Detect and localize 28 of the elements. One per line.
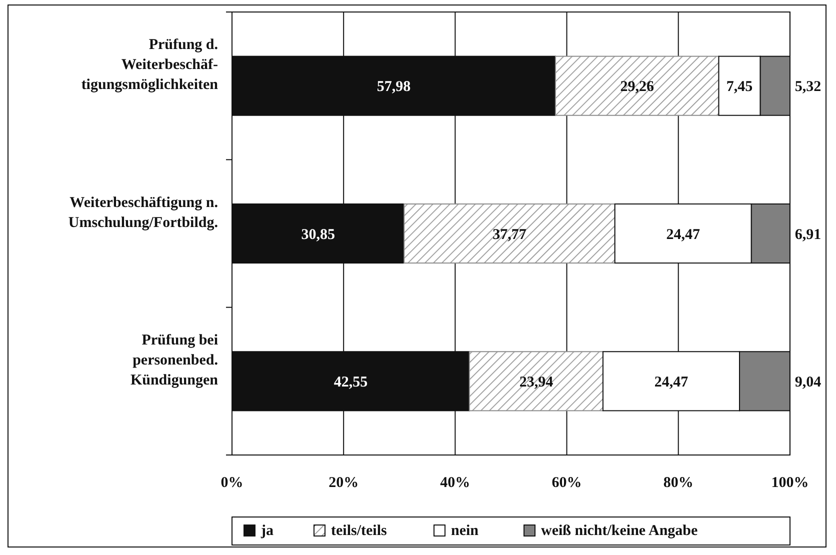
data-label: 5,32 (794, 79, 822, 96)
data-label: 23,94 (519, 374, 554, 390)
legend-label: ja (260, 523, 274, 539)
x-tick-label: 40% (440, 475, 470, 491)
data-label: 6,91 (794, 226, 822, 243)
bar (468, 351, 604, 412)
bar (554, 56, 720, 116)
x-tick-label: 0% (220, 475, 244, 491)
legend-label: teils/teils (331, 523, 387, 539)
data-label: 57,98 (376, 79, 411, 96)
data-label: 29,26 (620, 79, 654, 96)
data-label: 30,85 (301, 226, 335, 243)
y-tick-label: Weiterbeschäftigung n. Umschulung/Fortbildg. (68, 194, 218, 231)
x-tick-label: 80% (663, 475, 694, 491)
y-tick-label: Prüfung bei personenbed. Kündigungen (130, 332, 219, 388)
x-tick-label: 60% (552, 475, 582, 491)
data-label: 9,04 (794, 374, 822, 390)
data-label: 42,55 (334, 374, 368, 390)
x-tick-label: 100% (771, 475, 809, 491)
data-label: 7,45 (726, 79, 753, 96)
legend-label: weiß nicht/keine Angabe (541, 523, 698, 539)
x-tick-label: 20% (328, 475, 359, 491)
legend-label: nein (451, 523, 480, 539)
data-label: 24,47 (654, 374, 689, 390)
y-tick-label: Prüfung d. Weiterbeschäf- tigungsmöglichkeiten (81, 37, 219, 94)
data-label: 24,47 (666, 226, 700, 243)
data-label: 37,77 (492, 226, 527, 243)
bar (404, 203, 616, 264)
